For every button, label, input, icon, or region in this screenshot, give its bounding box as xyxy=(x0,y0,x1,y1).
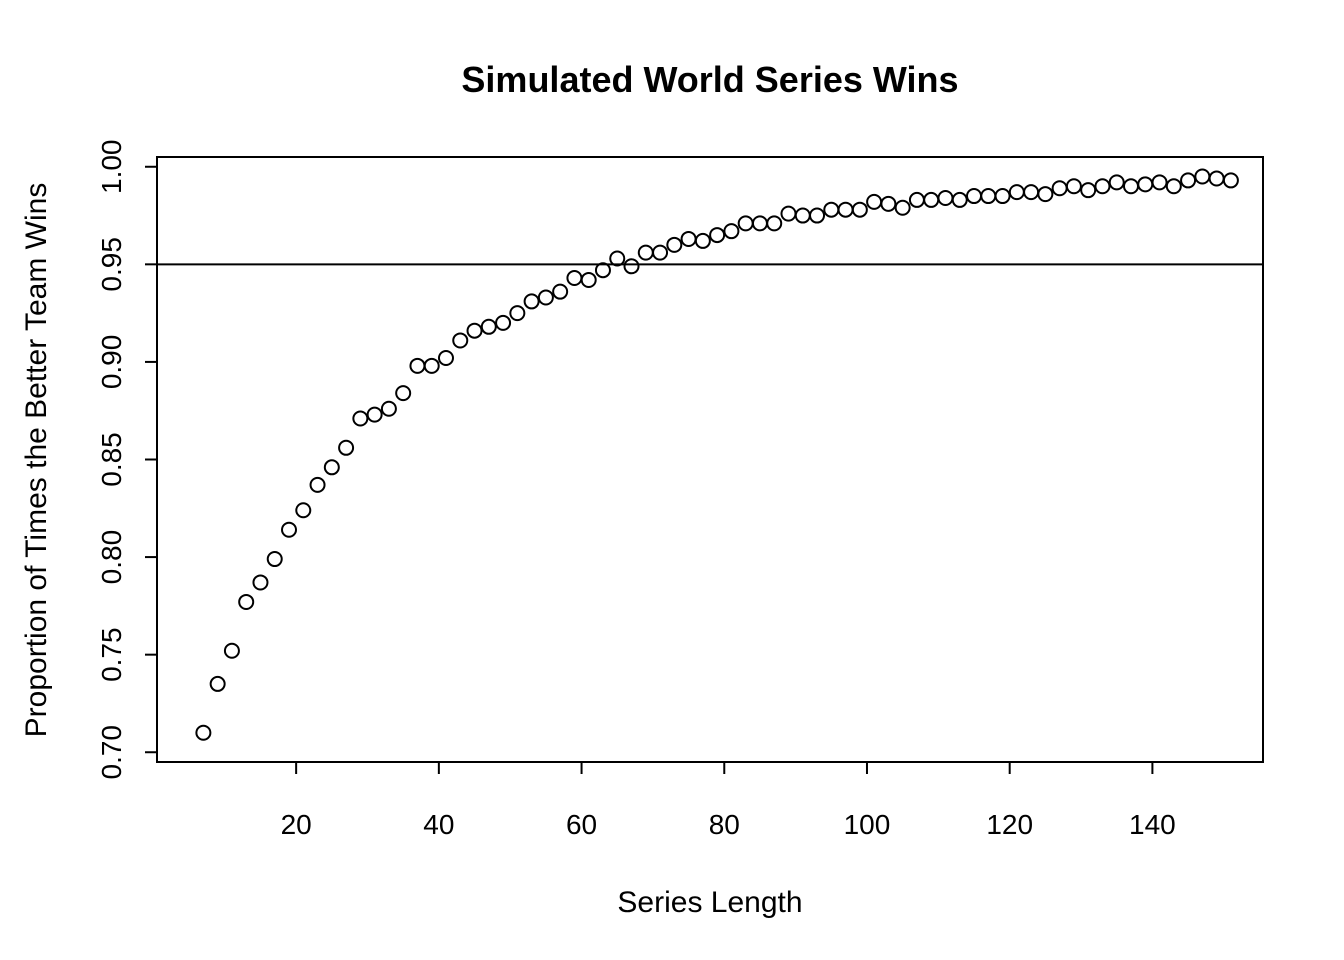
data-point xyxy=(323,459,340,476)
data-point xyxy=(238,593,255,610)
y-axis: 0.70 0.75 0.80 0.85 0.90 0.95 1.00 xyxy=(96,140,158,780)
data-point xyxy=(652,244,669,261)
data-point xyxy=(309,476,326,493)
data-point xyxy=(452,332,469,349)
data-point xyxy=(966,188,983,205)
data-points xyxy=(195,168,1239,741)
data-point xyxy=(980,188,997,205)
data-point xyxy=(709,227,726,244)
data-point xyxy=(723,223,740,240)
data-point xyxy=(1194,168,1211,185)
data-point xyxy=(423,357,440,374)
data-point xyxy=(295,502,312,519)
data-point xyxy=(823,201,840,218)
data-point xyxy=(409,357,426,374)
data-point xyxy=(1222,172,1239,189)
y-tick-label: 0.90 xyxy=(96,335,127,390)
data-point xyxy=(1165,178,1182,195)
data-point xyxy=(480,318,497,335)
data-point xyxy=(1094,178,1111,195)
data-point xyxy=(281,521,298,538)
data-point xyxy=(523,293,540,310)
x-axis-label: Series Length xyxy=(617,886,802,919)
data-point xyxy=(866,193,883,210)
data-point xyxy=(637,244,654,261)
data-point xyxy=(437,350,454,367)
y-axis-label: Proportion of Times the Better Team Wins xyxy=(20,183,53,738)
data-point xyxy=(566,270,583,286)
data-point xyxy=(666,236,683,253)
data-point xyxy=(395,385,412,402)
data-point xyxy=(366,406,383,423)
data-point xyxy=(266,551,283,568)
data-point xyxy=(794,207,811,224)
x-tick-label: 140 xyxy=(1129,809,1176,840)
data-point xyxy=(1080,182,1097,199)
data-point xyxy=(580,271,597,288)
data-point xyxy=(1122,178,1139,195)
y-tick-label: 0.80 xyxy=(96,530,127,585)
data-point xyxy=(466,322,483,339)
data-point xyxy=(594,262,611,279)
data-point xyxy=(1108,174,1125,191)
x-tick-label: 80 xyxy=(709,809,740,840)
y-tick-label: 0.85 xyxy=(96,432,127,487)
x-tick-label: 20 xyxy=(281,809,312,840)
data-point xyxy=(338,439,355,456)
y-tick-label: 1.00 xyxy=(96,140,127,195)
data-point xyxy=(851,201,868,218)
data-point xyxy=(1051,180,1068,197)
x-tick-label: 40 xyxy=(423,809,454,840)
data-point xyxy=(380,400,397,417)
data-point xyxy=(1037,186,1054,203)
data-point xyxy=(552,283,569,300)
data-point xyxy=(495,314,512,331)
data-point xyxy=(1208,170,1225,187)
x-tick-label: 60 xyxy=(566,809,597,840)
data-point xyxy=(751,215,768,232)
data-point xyxy=(1137,176,1154,193)
data-point xyxy=(951,191,968,208)
data-point xyxy=(1008,184,1025,201)
data-point xyxy=(609,250,626,267)
y-tick-label: 0.70 xyxy=(96,725,127,780)
data-point xyxy=(680,230,697,247)
data-point xyxy=(937,189,954,206)
x-tick-label: 120 xyxy=(986,809,1033,840)
data-point xyxy=(694,232,711,249)
x-axis: 20 40 60 80 100 120 140 xyxy=(281,761,1176,840)
data-point xyxy=(252,574,269,591)
data-point xyxy=(195,724,212,741)
chart-title: Simulated World Series Wins xyxy=(461,59,958,100)
y-tick-label: 0.75 xyxy=(96,627,127,682)
data-point xyxy=(994,188,1011,205)
data-point xyxy=(780,205,797,222)
data-point xyxy=(537,289,554,306)
data-point xyxy=(737,215,754,232)
data-point xyxy=(923,191,940,208)
data-point xyxy=(352,410,369,427)
data-point xyxy=(509,305,526,322)
data-point xyxy=(766,215,783,232)
data-point xyxy=(1023,184,1040,201)
data-point xyxy=(1151,174,1168,191)
data-point xyxy=(908,191,925,208)
data-point xyxy=(209,675,226,692)
data-point xyxy=(1065,178,1082,195)
data-point xyxy=(623,258,640,275)
plot-area-frame xyxy=(156,156,1264,763)
data-point xyxy=(223,642,240,659)
data-point xyxy=(809,207,826,224)
x-tick-label: 100 xyxy=(844,809,891,840)
y-tick-label: 0.95 xyxy=(96,237,127,292)
data-point xyxy=(894,199,911,216)
data-point xyxy=(880,195,897,212)
data-point xyxy=(837,201,854,218)
data-point xyxy=(1180,172,1197,189)
